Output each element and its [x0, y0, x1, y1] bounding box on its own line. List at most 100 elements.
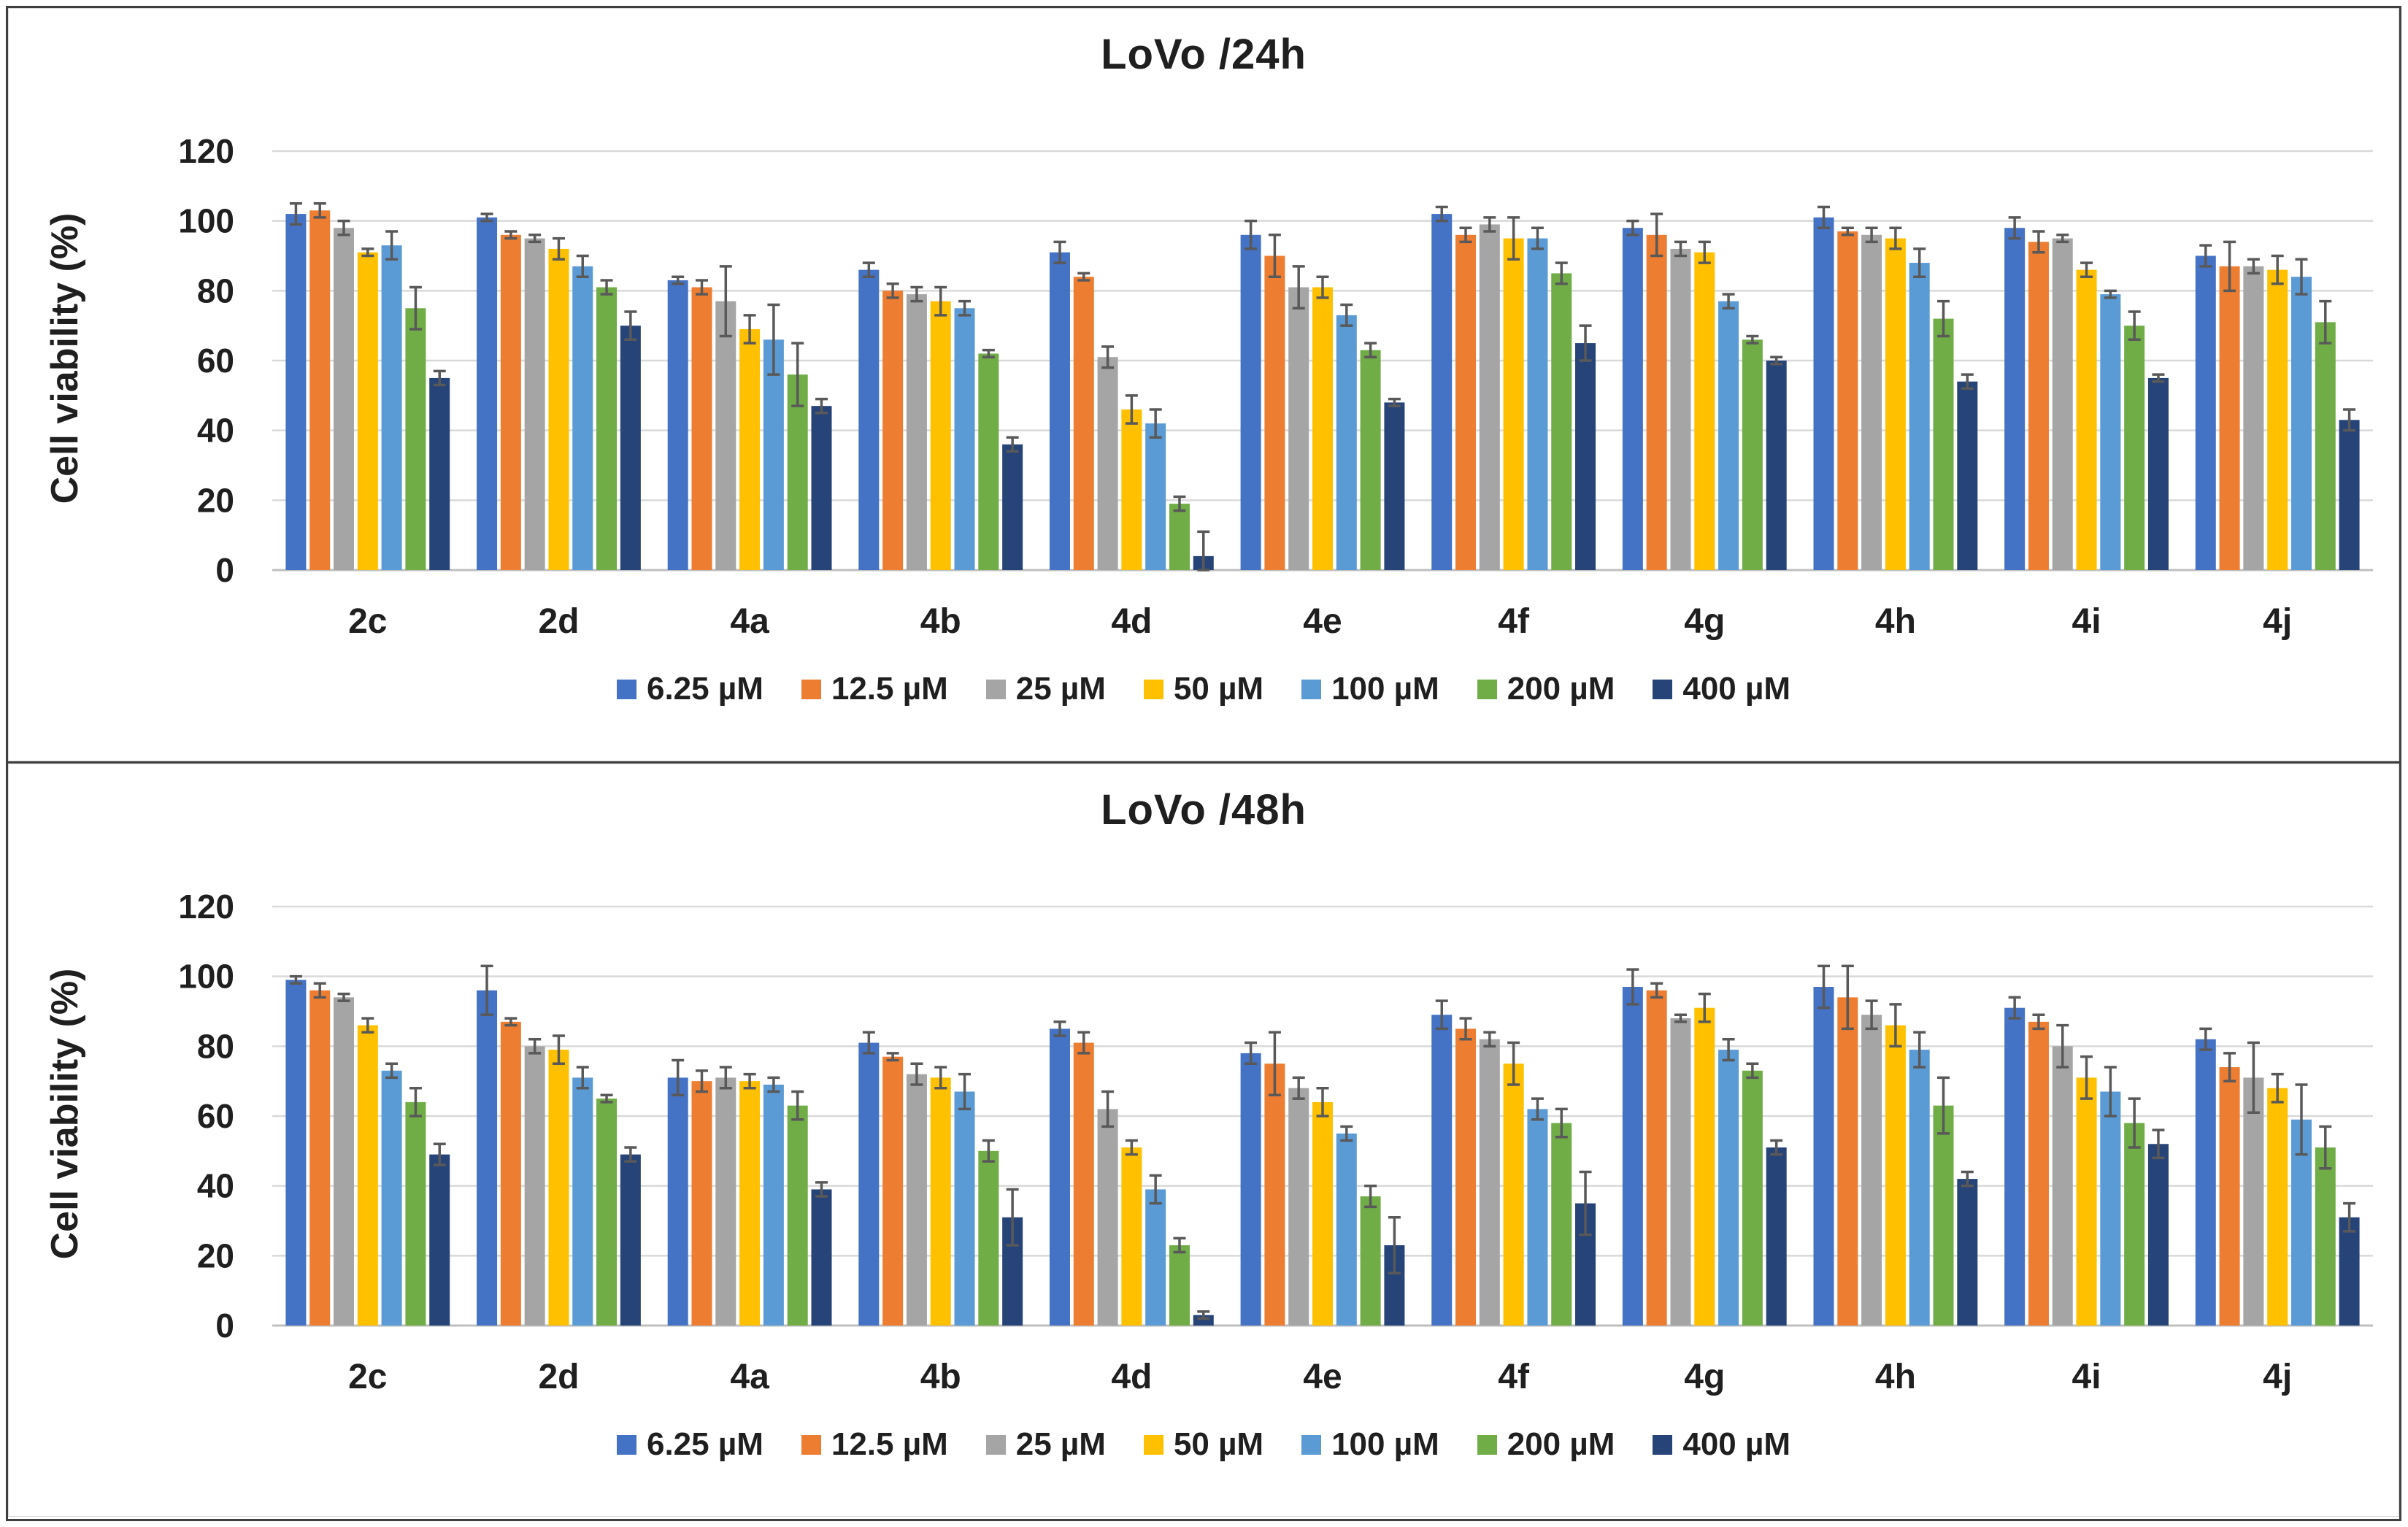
bar — [381, 1070, 402, 1326]
figure-frame: LoVo /24h Cell viability (%) 0 20 40 60 80 10… — [6, 6, 2401, 1521]
bar — [858, 269, 880, 570]
x-category-label: 4d — [1111, 1358, 1152, 1396]
bar — [309, 210, 331, 570]
legend-item: 200 µM — [1477, 1426, 1615, 1463]
error-bar — [1889, 226, 1902, 250]
legend-item: 400 µM — [1653, 1426, 1790, 1463]
error-bar — [624, 310, 637, 342]
bar — [882, 291, 904, 570]
error-bar — [2295, 258, 2308, 296]
error-bar — [2104, 1066, 2117, 1118]
bar — [1885, 1025, 1906, 1326]
error-bar — [1364, 342, 1377, 358]
x-category-label: 4g — [1684, 602, 1725, 641]
bar — [1694, 1007, 1715, 1326]
x-category-label: 4e — [1303, 1358, 1342, 1396]
bar — [715, 1077, 736, 1326]
error-bar — [2008, 216, 2021, 240]
bar — [2100, 1091, 2121, 1326]
bar — [1336, 315, 1357, 570]
bar — [524, 238, 545, 570]
bar — [906, 1074, 927, 1326]
y-tick-label: 60 — [197, 1097, 234, 1135]
bar — [2028, 1021, 2049, 1326]
bar — [1455, 1028, 1477, 1326]
bar — [381, 245, 402, 570]
bar — [524, 1046, 545, 1326]
legend-swatch-icon — [1477, 1434, 1497, 1455]
legend-swatch-icon — [801, 679, 821, 699]
legend-label: 6.25 µM — [646, 1426, 763, 1462]
error-bar — [1125, 394, 1138, 425]
bar — [1097, 357, 1118, 570]
error-bar — [1364, 1184, 1377, 1209]
error-bar — [1340, 1125, 1353, 1142]
bar — [691, 287, 712, 570]
bar — [2219, 266, 2240, 570]
bar — [1073, 277, 1094, 570]
error-bar — [1149, 408, 1162, 439]
legend-item: 6.25 µM — [616, 1426, 763, 1463]
bar — [1384, 402, 1405, 570]
error-bar — [1292, 265, 1305, 309]
error-bar — [910, 285, 923, 303]
legend-item: 25 µM — [985, 671, 1106, 707]
error-bar — [1173, 1236, 1186, 1254]
bar — [1049, 252, 1070, 570]
x-category-label: 2d — [538, 1358, 579, 1396]
bar — [763, 339, 784, 570]
bar — [739, 328, 761, 570]
legend-swatch-icon — [1301, 679, 1322, 699]
error-bar — [1817, 205, 1831, 229]
error-bar — [2223, 1052, 2236, 1082]
bar — [2243, 1077, 2264, 1326]
bar — [1145, 423, 1166, 570]
error-bar — [1268, 234, 1281, 278]
error-bar — [2056, 234, 2069, 244]
bar — [930, 301, 951, 570]
error-bar — [409, 285, 422, 331]
error-bar — [2080, 1055, 2093, 1100]
legend-item: 6.25 µM — [616, 671, 763, 707]
error-bar — [1316, 1086, 1329, 1118]
bar — [2004, 1007, 2026, 1326]
error-bar — [385, 230, 399, 261]
error-bar — [289, 202, 302, 226]
error-bar — [1077, 1031, 1090, 1055]
bar — [1813, 217, 1834, 570]
error-bar — [552, 1034, 565, 1065]
error-bar — [1173, 495, 1186, 512]
legend-swatch-icon — [985, 679, 1006, 699]
bar — [1360, 1196, 1381, 1326]
y-tick-label: 40 — [197, 1167, 234, 1205]
error-bar — [2128, 310, 2141, 342]
error-bar — [1865, 226, 1878, 244]
error-bar — [1053, 1020, 1066, 1037]
bar — [1622, 987, 1643, 1326]
y-tick-label: 100 — [178, 958, 234, 996]
error-bar — [1770, 355, 1783, 366]
plot-area: 0 20 40 60 80 100 120 2c 2d 4a 4b 4d 4e 4f 4g 4h 4i 4j — [178, 888, 2373, 1396]
legend-label: 400 µM — [1682, 1426, 1790, 1462]
error-bar — [2128, 1097, 2141, 1149]
bar — [2004, 228, 2026, 570]
bar — [1479, 1039, 1500, 1326]
error-bar — [480, 964, 493, 1017]
error-bar — [862, 1031, 875, 1055]
bar — [1049, 1028, 1070, 1326]
error-bar — [1292, 1076, 1305, 1100]
error-bar — [1961, 1170, 1974, 1188]
legend-swatch-icon — [1143, 679, 1163, 699]
legend-item: 400 µM — [1653, 671, 1790, 707]
error-bar — [576, 1066, 589, 1090]
error-bar — [1961, 373, 1974, 391]
bar — [1240, 1053, 1261, 1326]
x-category-label: 4a — [730, 602, 769, 641]
bar — [596, 1099, 618, 1326]
bar — [2267, 269, 2288, 570]
error-bar — [1698, 240, 1711, 264]
error-bar — [1053, 240, 1066, 264]
error-bar — [361, 247, 374, 258]
bar — [1551, 1123, 1572, 1326]
bar — [667, 1077, 688, 1326]
